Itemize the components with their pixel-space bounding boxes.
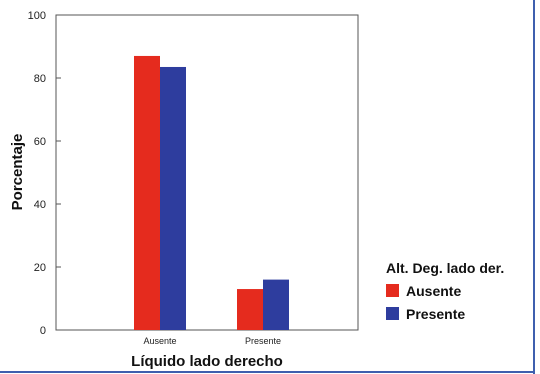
bars-group	[134, 55, 289, 330]
bar-presente-presente	[263, 279, 289, 330]
y-axis-label: Porcentaje	[9, 134, 26, 211]
y-tick-label: 20	[34, 262, 46, 274]
y-tick-label: 60	[34, 136, 46, 148]
bar-ausente-ausente	[134, 55, 160, 330]
y-tick-label: 0	[40, 325, 46, 337]
legend-label-ausente: Ausente	[406, 283, 461, 299]
y-axis-ticks: 0 20 40 60 80 100	[28, 10, 61, 337]
plot-frame	[55, 14, 359, 331]
bar-ausente-presente	[160, 66, 186, 330]
x-tick-label-presente: Presente	[245, 336, 281, 346]
legend: Alt. Deg. lado der. Ausente Presente	[386, 260, 504, 322]
x-tick-label-ausente: Ausente	[143, 336, 176, 346]
legend-title: Alt. Deg. lado der.	[386, 260, 504, 276]
legend-label-presente: Presente	[406, 306, 465, 322]
bar-presente-ausente	[237, 289, 263, 330]
legend-swatch-ausente	[386, 284, 399, 297]
legend-swatch-presente	[386, 307, 399, 320]
y-tick-label: 80	[34, 73, 46, 85]
y-tick-label: 100	[28, 10, 46, 22]
x-axis-label: Líquido lado derecho	[131, 353, 283, 370]
y-tick-label: 40	[34, 199, 46, 211]
